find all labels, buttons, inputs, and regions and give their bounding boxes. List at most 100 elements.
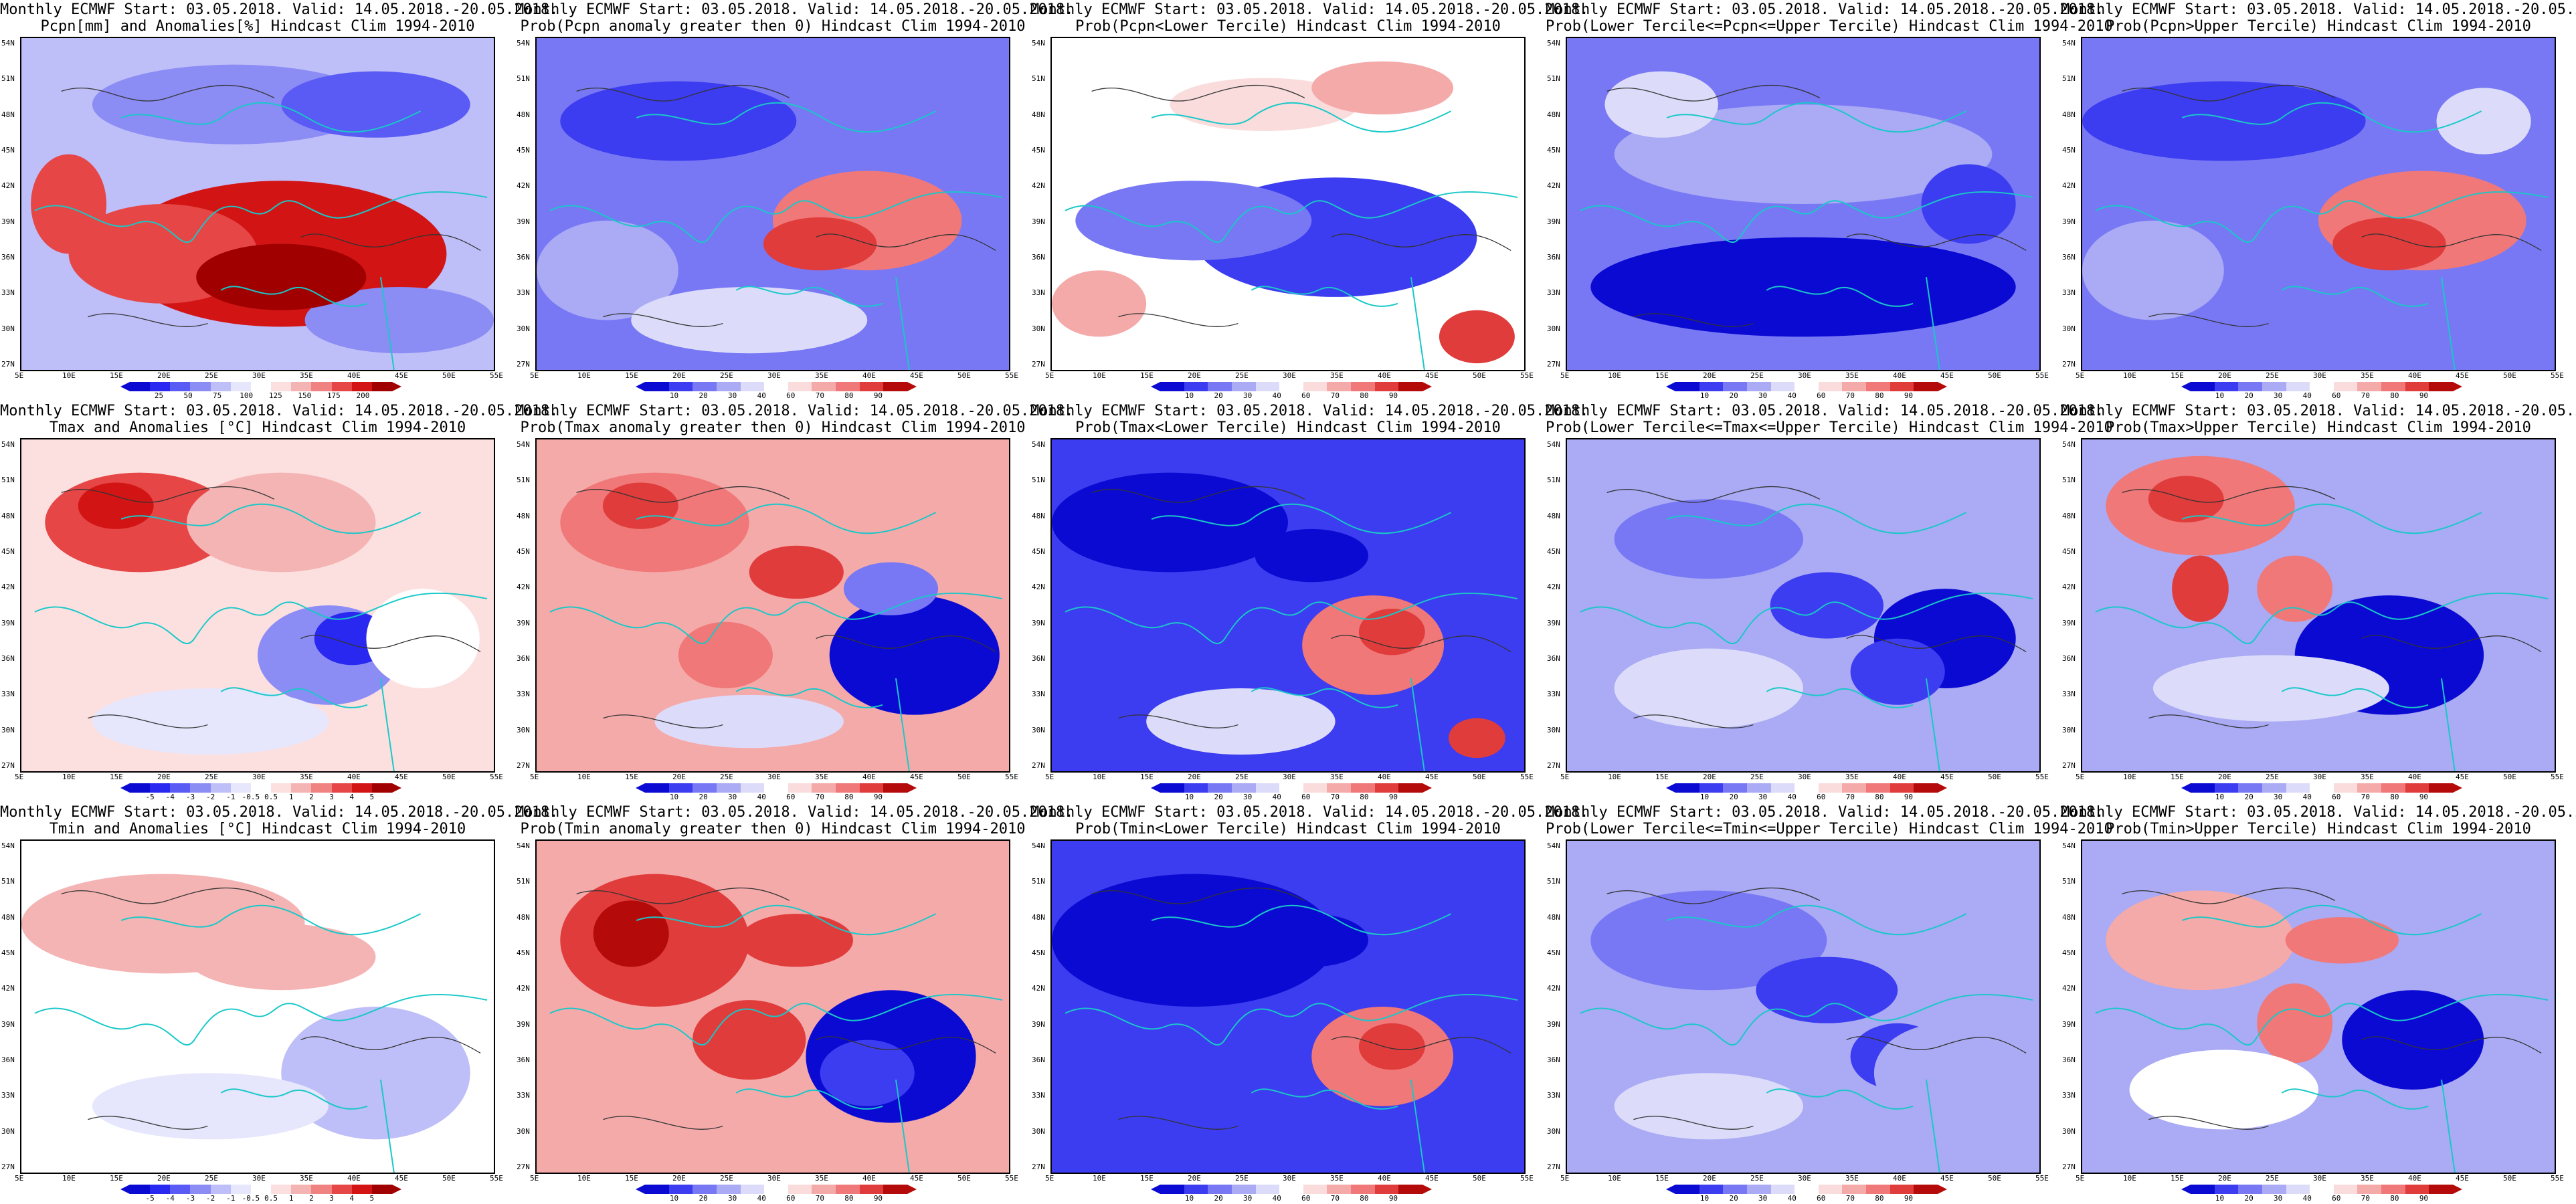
colorbar-segment: [668, 1185, 693, 1194]
lat-label: 48N: [1, 511, 15, 520]
lat-label: 54N: [1032, 39, 1045, 47]
colorbar-label: 80: [2390, 391, 2399, 400]
colorbar-segment: [1842, 783, 1867, 793]
lon-label: 30E: [252, 773, 266, 781]
lat-label: 39N: [1547, 1019, 1560, 1029]
lon-label: 40E: [1378, 371, 1391, 380]
lat-label: 30N: [1, 1126, 15, 1136]
coastline: [2095, 904, 2549, 1173]
lon-label: 35E: [815, 773, 828, 781]
colorbar-segment: [1327, 1185, 1352, 1194]
colorbar-label: 30: [1243, 793, 1253, 801]
lon-label: 55E: [2551, 371, 2564, 380]
colorbar-label: 90: [1904, 391, 1914, 400]
lat-label: 54N: [2062, 440, 2076, 449]
colorbar-segment: [2381, 1185, 2405, 1194]
lat-label: 48N: [1032, 511, 1045, 520]
colorbar-low-arrow: [2181, 783, 2191, 793]
lat-label: 48N: [1, 110, 15, 119]
contour-lines: [1091, 887, 1511, 1130]
panel-title: Prob(Tmin>Upper Tercile) Hindcast Clim 1…: [2106, 821, 2531, 837]
map-area: [20, 37, 495, 371]
lon-label: 40E: [1378, 1174, 1391, 1183]
colorbar-segment: [693, 783, 717, 793]
colorbar: [636, 1185, 917, 1194]
lat-label: 36N: [1, 654, 15, 663]
colorbar-segment: [1231, 1185, 1256, 1194]
field-region: [1146, 688, 1336, 755]
lat-label: 51N: [517, 877, 530, 886]
colorbar-segment: [1184, 783, 1208, 793]
colorbar-label: 80: [2390, 793, 2399, 801]
field-region: [1122, 1049, 1312, 1130]
colorbar: [2181, 783, 2463, 793]
lat-label: 30N: [1032, 324, 1045, 333]
colorbar-label: 70: [2361, 391, 2370, 400]
lat-label: 36N: [1032, 1056, 1045, 1064]
colorbar-segment: [693, 382, 717, 391]
colorbar-segment: [1914, 783, 1938, 793]
panel-title: Prob(Tmax>Upper Tercile) Hindcast Clim 1…: [2106, 419, 2531, 436]
colorbar-segment: [2405, 1185, 2429, 1194]
lon-label: 45E: [2456, 773, 2469, 781]
lat-label: 30N: [2062, 324, 2076, 333]
lat-label: 33N: [1032, 288, 1045, 298]
colorbar-segment: [645, 1185, 669, 1194]
panel-header-line: Monthly ECMWF Start: 03.05.2018. Valid: …: [2061, 1, 2576, 18]
map-area: [20, 839, 495, 1174]
colorbar-segment: [1160, 783, 1184, 793]
lon-label: 10E: [577, 773, 591, 781]
colorbar-label: 80: [1360, 1194, 1369, 1203]
lon-label: 30E: [252, 1174, 266, 1183]
lon-label: 5E: [2076, 371, 2085, 380]
lat-label: 42N: [1, 181, 15, 191]
colorbar-label: 10: [1184, 793, 1194, 801]
panel-title: Prob(Pcpn<Lower Tercile) Hindcast Clim 1…: [1075, 18, 1501, 35]
colorbar-segment: [250, 382, 272, 391]
lat-label: 36N: [2062, 654, 2076, 663]
lat-label: 36N: [1547, 253, 1560, 262]
lon-label: 10E: [1608, 1174, 1621, 1183]
field-region: [78, 482, 154, 529]
lon-label: 35E: [300, 773, 313, 781]
lat-label: 39N: [1, 618, 15, 627]
lon-label: 5E: [1045, 1174, 1054, 1183]
lon-label: 15E: [2171, 1174, 2184, 1183]
lat-label: 27N: [517, 761, 530, 770]
colorbar-high-arrow: [1938, 783, 1948, 793]
colorbar-segment: [271, 1185, 292, 1194]
colorbar-segment: [1723, 783, 1747, 793]
colorbar: [120, 783, 402, 793]
colorbar-segment: [1279, 382, 1303, 391]
lon-label: 50E: [1473, 773, 1486, 781]
map-panel-pcpn-mid: Monthly ECMWF Start: 03.05.2018. Valid: …: [1546, 0, 2113, 401]
lon-label: 35E: [300, 371, 313, 380]
lat-label: 51N: [1032, 476, 1045, 485]
colorbar-high-arrow: [907, 382, 917, 391]
map-area: [1566, 839, 2041, 1174]
lat-label: 45N: [1547, 948, 1560, 957]
lat-label: 39N: [517, 217, 530, 226]
lat-label: 54N: [1, 440, 15, 449]
colorbar-label: 150: [298, 391, 312, 400]
colorbar-segment: [788, 783, 812, 793]
lat-label: 33N: [1, 1091, 15, 1100]
colorbar-label: 50: [183, 391, 193, 400]
lat-label: 51N: [1032, 877, 1045, 886]
lon-label: 50E: [2503, 371, 2516, 380]
lat-label: 36N: [2062, 253, 2076, 262]
lon-label: 25E: [1235, 371, 1249, 380]
colorbar-segment: [2381, 382, 2405, 391]
colorbar-label: 40: [1272, 391, 1281, 400]
colorbar-label: -2: [205, 793, 215, 801]
colorbar-segment: [2333, 1185, 2358, 1194]
lat-label: 54N: [2062, 841, 2076, 850]
colorbar-segment: [836, 783, 860, 793]
lon-label: 10E: [577, 1174, 591, 1183]
colorbar-label: 1: [288, 1194, 294, 1203]
colorbar-segment: [716, 1185, 741, 1194]
colorbar-segment: [1770, 382, 1795, 391]
lat-label: 42N: [1547, 583, 1560, 592]
colorbar-label: 40: [1272, 1194, 1281, 1203]
